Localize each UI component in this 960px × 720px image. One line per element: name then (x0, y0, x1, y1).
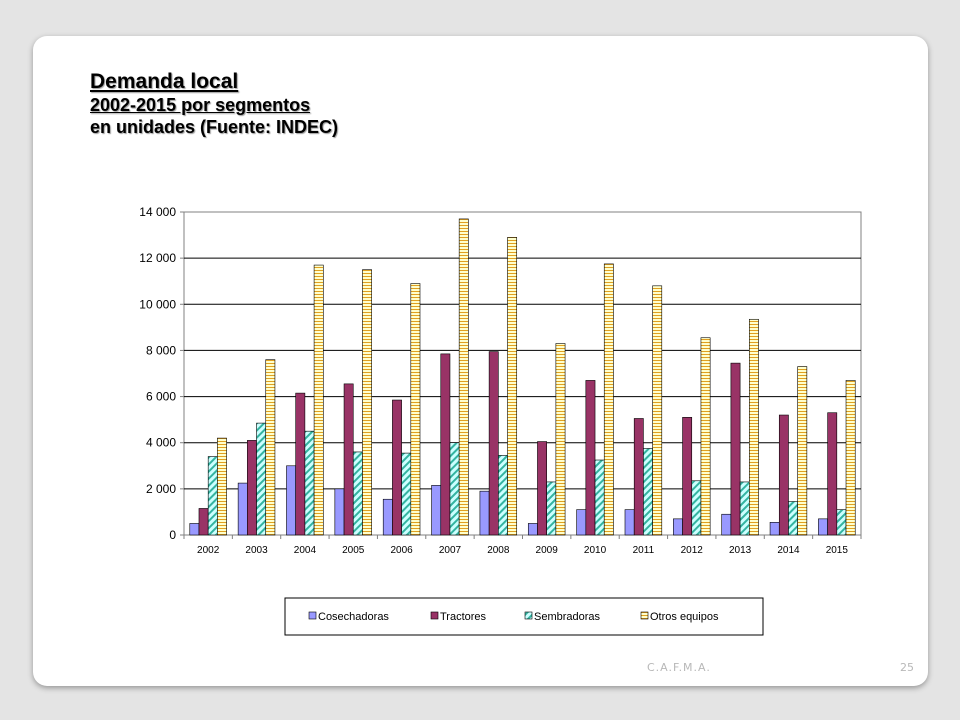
x-tick-label: 2014 (777, 545, 800, 556)
bar-cosechadoras (818, 518, 828, 536)
legend-swatch-otros-equipos (640, 611, 649, 620)
bar-sembradoras (304, 430, 315, 536)
legend-box (284, 597, 764, 636)
x-tick-label: 2015 (826, 545, 849, 556)
x-tick-label: 2005 (342, 545, 365, 556)
bar-tractores (730, 362, 741, 536)
bar-cosechadoras (673, 518, 683, 536)
legend-label: Tractores (440, 611, 487, 623)
bar-sembradoras (352, 451, 363, 536)
bar-sembradoras (546, 481, 557, 536)
legend-label: Sembradoras (534, 611, 601, 623)
bar-cosechadoras (624, 509, 635, 536)
bar-tractores (198, 508, 209, 536)
bar-sembradoras (256, 422, 267, 536)
bar-cosechadoras (721, 513, 732, 536)
bar-sembradoras (207, 456, 218, 536)
bar-cosechadoras (286, 465, 296, 536)
bar-tractores (682, 417, 693, 536)
bar-otros-equipos (458, 218, 469, 536)
x-tick-label: 2007 (439, 545, 462, 556)
bar-sembradoras (594, 459, 605, 536)
y-tick-label: 8 000 (146, 343, 176, 357)
legend-swatch-tractores (430, 611, 439, 620)
bar-otros-equipos (797, 366, 808, 536)
legend-label: Otros equipos (650, 611, 719, 623)
chart-subtitle: 2002-2015 por segmentos (90, 95, 311, 115)
bar-tractores (488, 351, 499, 536)
y-tick-label: 2 000 (146, 482, 176, 496)
bar-tractores (392, 399, 402, 536)
bar-otros-equipos (700, 337, 711, 536)
bar-tractores (295, 392, 306, 536)
legend-swatch-cosechadoras (308, 611, 317, 620)
bar-cosechadoras (431, 485, 442, 536)
bar-tractores (827, 412, 838, 536)
bar-tractores (778, 414, 789, 536)
bar-tractores (633, 418, 644, 536)
page-number: 25 (900, 661, 914, 674)
x-tick-label: 2008 (487, 545, 510, 556)
x-tick-label: 2013 (729, 545, 752, 556)
bar-otros-equipos (603, 263, 614, 536)
bar-tractores (585, 380, 596, 536)
y-tick-label: 10 000 (139, 297, 176, 311)
bar-sembradoras (836, 509, 847, 536)
y-tick-label: 6 000 (146, 390, 176, 404)
y-tick-label: 14 000 (139, 205, 176, 219)
bar-otros-equipos (555, 343, 566, 536)
bar-otros-equipos (749, 318, 759, 536)
bar-otros-equipos (410, 283, 421, 536)
bar-cosechadoras (769, 522, 780, 536)
bar-cosechadoras (189, 523, 200, 536)
x-tick-label: 2004 (294, 545, 317, 556)
x-tick-label: 2002 (197, 545, 220, 556)
x-tick-label: 2011 (633, 545, 655, 556)
bar-cosechadoras (382, 498, 393, 536)
bar-tractores (440, 353, 451, 536)
y-tick-label: 12 000 (139, 251, 176, 265)
bar-sembradoras (739, 481, 750, 536)
bar-otros-equipos (652, 285, 663, 536)
bar-otros-equipos (845, 380, 856, 536)
plot-area (183, 211, 862, 536)
chart-title: Demanda local (90, 70, 239, 93)
bar-sembradoras (691, 480, 702, 536)
legend-swatch-sembradoras (524, 611, 533, 620)
bar-sembradoras (788, 501, 798, 536)
bar-tractores (343, 383, 354, 536)
bar-cosechadoras (237, 482, 248, 536)
y-tick-label: 4 000 (146, 436, 176, 450)
bar-tractores (247, 440, 257, 536)
chart-source-note: en unidades (Fuente: INDEC) (90, 117, 339, 137)
bar-sembradoras (449, 442, 460, 536)
bar-otros-equipos (507, 237, 518, 536)
legend-label: Cosechadoras (318, 611, 389, 623)
x-tick-label: 2003 (245, 545, 268, 556)
bar-tractores (537, 441, 547, 536)
bar-otros-equipos (217, 437, 227, 536)
bar-sembradoras (401, 452, 412, 536)
bar-cosechadoras (479, 490, 490, 536)
x-tick-label: 2012 (681, 545, 704, 556)
bar-cosechadoras (527, 523, 538, 536)
bar-cosechadoras (334, 488, 345, 536)
x-tick-label: 2010 (584, 545, 607, 556)
x-tick-label: 2009 (536, 545, 559, 556)
bar-cosechadoras (576, 509, 587, 536)
bar-sembradoras (498, 455, 508, 536)
bar-otros-equipos (265, 359, 276, 536)
bar-otros-equipos (362, 269, 372, 536)
bar-otros-equipos (313, 264, 324, 536)
title-block: Demanda local 2002-2015 por segmentos en… (90, 70, 338, 138)
x-tick-label: 2006 (390, 545, 413, 556)
bar-sembradoras (643, 448, 653, 536)
y-tick-label: 0 (169, 528, 176, 542)
footer-label: C.A.F.M.A. (647, 661, 711, 674)
